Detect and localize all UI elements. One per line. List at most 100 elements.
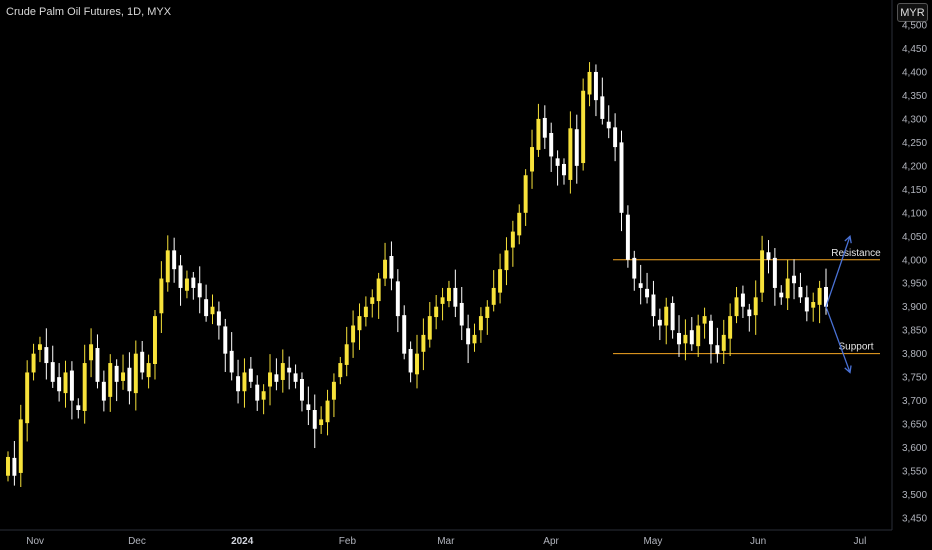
candle-body [37,344,42,350]
candle [562,158,566,185]
candle [351,310,356,358]
candle [434,294,439,330]
x-axis[interactable]: Nov Dec 2024 Feb Mar Apr May Jun Jul [26,536,866,547]
candle [408,341,413,383]
projection-arrow[interactable] [825,306,851,373]
candle [178,255,183,306]
x-tick-label: Mar [437,536,455,547]
candle-body [242,372,247,392]
candle [632,250,637,291]
candle [242,358,247,408]
candle [223,318,228,372]
candle-body [408,348,413,373]
candles [6,62,828,488]
candle-body [25,372,30,424]
candle [510,220,515,267]
candle-body [159,278,164,314]
candle-body [69,370,74,401]
candle-body [459,302,464,326]
candle [472,323,477,352]
y-tick-label: 3,500 [902,490,927,501]
candle [389,241,394,291]
candle-body [229,350,234,373]
y-tick-label: 3,700 [902,396,927,407]
candle-body [574,129,579,166]
candle [268,354,272,406]
candle-body [625,214,630,260]
candle [63,360,68,408]
candle-body [766,252,771,260]
candle-body [184,278,189,291]
candle [210,294,215,325]
candle [651,280,656,327]
y-axis[interactable]: 3,450 3,500 3,550 3,600 3,650 3,700 3,750 3,800… [902,21,927,525]
candle [37,336,42,363]
candle-body [344,344,349,365]
candle-body [76,405,81,411]
candle-body [319,419,324,426]
candle-body [31,353,36,373]
currency-badge[interactable]: MYR [897,3,928,22]
projection-arrow[interactable] [825,236,851,307]
candle-body [127,367,132,392]
candle [811,292,816,322]
candle-body [153,316,157,364]
y-tick-label: 4,350 [902,91,927,102]
candle-body [785,278,790,299]
candle [753,280,758,335]
candle [82,344,87,424]
x-tick-label: May [643,536,662,547]
candle-body [581,90,586,164]
candle-body [236,376,241,392]
x-tick-label: 2024 [231,536,254,547]
candle-body [542,117,547,138]
y-tick-label: 3,850 [902,326,927,337]
candle [453,269,458,318]
candle-body [491,287,496,305]
candle-body [683,334,688,344]
y-tick-label: 4,100 [902,208,927,219]
y-tick-label: 4,000 [902,255,927,266]
candle-body [274,374,279,382]
candle [779,285,784,305]
y-tick-label: 4,450 [902,44,927,55]
candle [121,354,126,390]
candle [613,113,618,162]
candle [50,345,55,388]
arrow-head-icon [844,235,852,244]
candle-body [165,250,170,283]
candle [466,314,471,364]
candle-body [351,325,356,343]
candle-body [747,309,752,317]
candle [76,398,81,419]
candle [101,370,106,412]
candle-body [287,367,292,373]
candle-body [523,175,528,213]
candle-body [670,302,675,331]
candle [255,375,260,411]
candle [715,327,720,363]
candle-body [421,334,426,352]
candle [357,303,362,350]
x-tick-label: Jul [854,536,867,547]
candle [696,314,701,357]
candle [325,389,330,436]
candle-body [510,231,515,248]
arrow-head-icon [844,365,852,374]
candle-body [606,121,611,129]
candle-body [255,384,260,401]
candle [804,285,809,322]
candle-body [204,299,209,317]
candle [702,307,707,339]
candle-body [792,275,797,284]
candle-body [121,372,126,381]
y-tick-label: 4,050 [902,232,927,243]
candle [274,358,279,391]
y-tick-label: 4,300 [902,114,927,125]
candle [657,308,662,341]
candle [734,286,739,324]
candle [760,235,765,303]
candle [18,404,23,488]
candle [708,314,713,364]
